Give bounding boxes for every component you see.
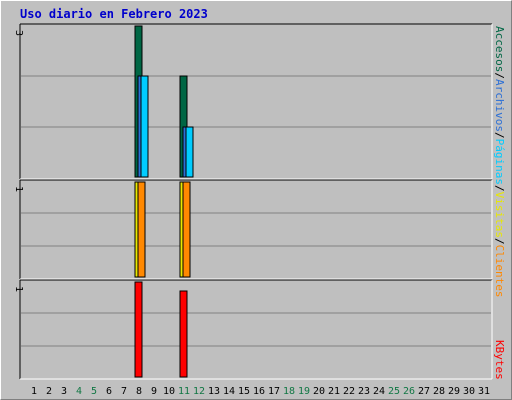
legend-kbytes: KBytes: [493, 340, 506, 380]
x-tick-label-day-28: 28: [433, 386, 445, 397]
x-tick-label-day-27: 27: [418, 386, 430, 397]
x-tick-label-day-30: 30: [463, 386, 475, 397]
x-tick-label-day-19: 19: [298, 386, 310, 397]
x-tick-label-day-24: 24: [373, 386, 385, 397]
y-tick-label-top: 3: [13, 30, 24, 36]
x-tick-label-day-3: 3: [61, 386, 67, 397]
legend-entry: Archivos: [493, 79, 506, 132]
x-tick-label-day-11: 11: [178, 386, 190, 397]
legend-entry: Clientes: [493, 245, 506, 298]
x-tick-label-day-20: 20: [313, 386, 325, 397]
bar-páginas-day-8: [140, 75, 149, 178]
x-tick-label-day-31: 31: [478, 386, 490, 397]
x-tick-label-day-9: 9: [151, 386, 157, 397]
legend-entry: /: [493, 132, 506, 139]
x-tick-label-day-18: 18: [283, 386, 295, 397]
x-tick-label-day-17: 17: [268, 386, 280, 397]
x-tick-label-day-16: 16: [253, 386, 265, 397]
x-tick-label-day-21: 21: [328, 386, 340, 397]
legend-entry: Visitas: [493, 192, 506, 238]
legend-top: Accesos/Archivos/Páginas/Visitas/Cliente…: [493, 26, 506, 298]
x-tick-label-day-15: 15: [238, 386, 250, 397]
bar-clientes-day-11: [182, 181, 191, 278]
bar-páginas-day-11: [185, 126, 194, 178]
x-tick-label-day-14: 14: [223, 386, 235, 397]
x-tick-label-day-7: 7: [121, 386, 127, 397]
bar-clientes-day-8: [137, 181, 146, 278]
x-tick-label-day-10: 10: [163, 386, 175, 397]
plot-panel-top: [20, 24, 492, 179]
legend-entry: Accesos: [493, 26, 506, 72]
legend-entry: Páginas: [493, 139, 506, 185]
x-tick-label-day-2: 2: [46, 386, 52, 397]
bar-kbytes-day-8: [134, 281, 143, 378]
x-tick-label-day-6: 6: [106, 386, 112, 397]
x-tick-label-day-8: 8: [136, 386, 142, 397]
x-tick-label-day-26: 26: [403, 386, 415, 397]
x-tick-label-day-25: 25: [388, 386, 400, 397]
x-tick-label-day-23: 23: [358, 386, 370, 397]
x-tick-label-day-5: 5: [91, 386, 97, 397]
bar-kbytes-day-11: [179, 290, 188, 378]
x-tick-label-day-1: 1: [31, 386, 37, 397]
x-tick-label-day-12: 12: [193, 386, 205, 397]
y-tick-label-bottom: 1: [13, 286, 24, 292]
y-tick-label-middle: 1: [13, 186, 24, 192]
x-tick-label-day-13: 13: [208, 386, 220, 397]
legend-entry: /: [493, 238, 506, 245]
x-tick-label-day-22: 22: [343, 386, 355, 397]
legend-entry: /: [493, 72, 506, 79]
chart-title: Uso diario en Febrero 2023: [20, 7, 208, 21]
plot-panel-bottom: [20, 280, 492, 379]
x-tick-label-day-29: 29: [448, 386, 460, 397]
legend-entry: /: [493, 185, 506, 192]
plot-panel-middle: [20, 180, 492, 279]
x-tick-label-day-4: 4: [76, 386, 82, 397]
